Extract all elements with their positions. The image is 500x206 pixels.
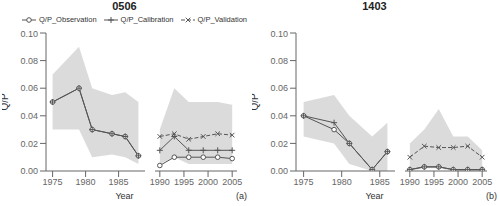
html-text:Year: Year (115, 191, 134, 201)
svg-text:0.08: 0.08 (270, 56, 288, 66)
svg-text:0.06: 0.06 (270, 83, 288, 93)
svg-text:Q/P: Q/P (252, 93, 260, 111)
html-text:0506: 0506 (112, 0, 137, 12)
svg-text:1980: 1980 (332, 177, 352, 187)
svg-text:2000: 2000 (198, 177, 218, 187)
svg-text:Q/P: Q/P (8, 93, 10, 111)
svg-text:0.04: 0.04 (270, 111, 288, 121)
svg-text:1985: 1985 (109, 177, 129, 187)
html-text:(a): (a) (236, 191, 247, 201)
svg-text:2000: 2000 (448, 177, 468, 187)
html-text:Year: Year (365, 191, 384, 201)
html-text:Q/P_Validation: Q/P_Validation (197, 15, 247, 24)
svg-text:1980: 1980 (76, 177, 96, 187)
svg-text:0.02: 0.02 (270, 139, 288, 149)
svg-text:0.00: 0.00 (20, 166, 38, 176)
svg-text:1975: 1975 (294, 177, 314, 187)
svg-text:0.04: 0.04 (20, 111, 38, 121)
html-text:1403: 1403 (362, 0, 387, 12)
svg-text:1975: 1975 (43, 177, 63, 187)
svg-text:1995: 1995 (424, 177, 444, 187)
svg-text:1985: 1985 (370, 177, 390, 187)
svg-text:0.06: 0.06 (20, 83, 38, 93)
svg-text:1995: 1995 (174, 177, 194, 187)
svg-text:1990: 1990 (400, 177, 420, 187)
svg-text:0.10: 0.10 (270, 29, 288, 39)
html-text:Q/P_Calibration: Q/P_Calibration (120, 15, 174, 24)
html-text:(b): (b) (486, 191, 497, 201)
svg-text:0.00: 0.00 (270, 166, 288, 176)
svg-text:0.02: 0.02 (20, 139, 38, 149)
svg-text:0.08: 0.08 (20, 56, 38, 66)
svg-text:2005: 2005 (222, 177, 242, 187)
svg-text:1990: 1990 (150, 177, 170, 187)
svg-text:2005: 2005 (472, 177, 492, 187)
html-text:Q/P_Observation: Q/P_Observation (39, 15, 97, 24)
svg-text:0.10: 0.10 (20, 29, 38, 39)
